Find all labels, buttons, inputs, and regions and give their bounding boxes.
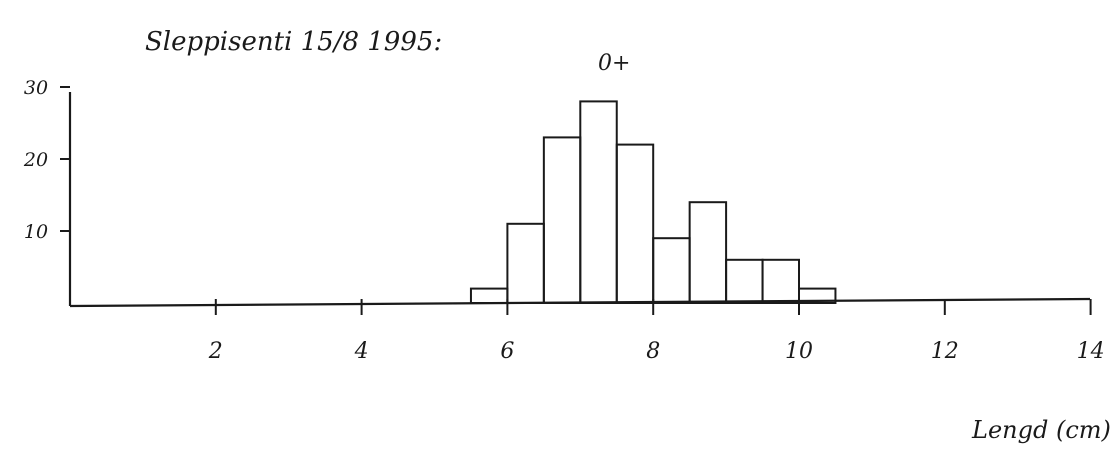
histogram-bar	[725, 258, 764, 304]
y-tick-label: 20	[23, 149, 48, 171]
histogram-bar	[761, 258, 800, 304]
bars-group	[469, 100, 837, 305]
x-axis-label: Lengd (cm)	[971, 416, 1111, 444]
histogram-bar	[615, 143, 655, 304]
histogram-bar	[579, 100, 618, 305]
x-tick-label: 6	[500, 339, 514, 364]
histogram-bar	[798, 287, 837, 305]
histogram-bar	[506, 222, 545, 304]
x-tick-label: 14	[1077, 339, 1105, 364]
y-ticks-group: 10 20 30	[23, 77, 70, 243]
x-tick-label: 2	[208, 339, 223, 364]
x-tick-label: 10	[785, 339, 813, 364]
x-ticks-group: 2 4 6 8 10 12 14	[208, 299, 1105, 364]
histogram-bar	[652, 237, 691, 304]
x-axis-line	[69, 297, 1091, 308]
chart-title: Slеppisеnti 15/8 1995:	[145, 27, 442, 57]
chart-subtitle: 0+	[598, 51, 630, 76]
axes-group	[68, 92, 1091, 308]
y-tick-label: 10	[24, 221, 48, 243]
histogram-bar	[542, 136, 582, 304]
y-tick-label: 30	[24, 77, 48, 99]
x-tick-label: 12	[931, 339, 959, 364]
histogram-bar	[688, 201, 728, 304]
histogram-bar	[469, 287, 509, 305]
x-tick-label: 4	[354, 339, 369, 364]
x-tick-label: 8	[646, 339, 660, 364]
